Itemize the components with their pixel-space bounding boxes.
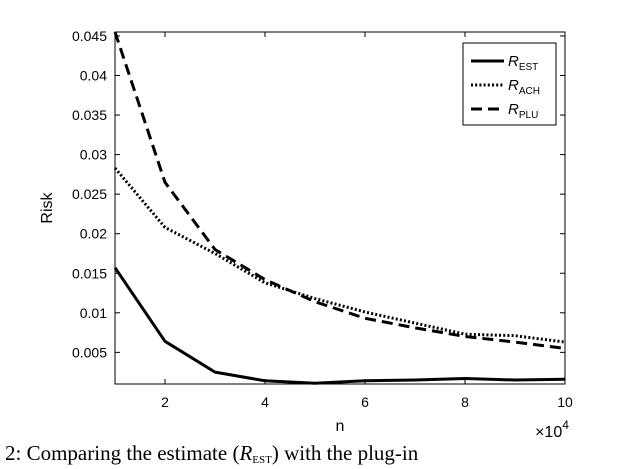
y-tick-label: 0.02 [80, 226, 107, 242]
caption-post: ) with the plug-in [271, 441, 419, 465]
x-tick-label: 10 [557, 394, 573, 410]
legend-box [462, 42, 557, 126]
series-lines [113, 31, 566, 385]
legend-label-plu: RPLU [508, 101, 538, 121]
x-axis-ticks: 2 4 6 8 10 [161, 32, 573, 410]
x-axis-label: n [336, 418, 345, 435]
series-line-plu [113, 31, 566, 350]
caption-variable: R [239, 441, 253, 465]
y-tick-label: 0.03 [80, 147, 107, 163]
x-exponent-base: ×10 [535, 424, 562, 441]
caption-subscript: EST [252, 454, 272, 466]
plot-frame [114, 31, 566, 385]
y-tick-label: 0.005 [72, 344, 107, 360]
series-line-ach [113, 167, 566, 344]
y-axis-ticks: 0.005 0.01 0.015 0.02 0.025 0.03 0.035 0.04 0.04… [72, 28, 565, 360]
x-tick-label: 8 [461, 394, 469, 410]
y-tick-label: 0.01 [80, 305, 107, 321]
x-axis-exponent: ×104 [535, 418, 569, 441]
y-tick-label: 0.04 [80, 68, 107, 84]
y-axis-label: Risk [39, 191, 56, 223]
legend: REST RACH RPLU [462, 42, 557, 126]
x-tick-label: 4 [261, 394, 269, 410]
caption-pre: g. 2: Comparing the estimate ( [0, 441, 240, 465]
x-tick-label: 6 [361, 394, 369, 410]
x-exponent-power: 4 [562, 418, 569, 432]
y-tick-label: 0.035 [72, 107, 107, 123]
y-tick-label: 0.025 [72, 186, 107, 202]
x-tick-label: 2 [161, 394, 169, 410]
series-line-est [113, 266, 566, 385]
legend-label-ach: RACH [508, 77, 540, 97]
y-tick-label: 0.015 [72, 265, 107, 281]
figure-caption: g. 2: Comparing the estimate (REST) with… [0, 438, 640, 469]
legend-label-est: REST [508, 53, 538, 73]
y-tick-label: 0.045 [72, 28, 107, 44]
